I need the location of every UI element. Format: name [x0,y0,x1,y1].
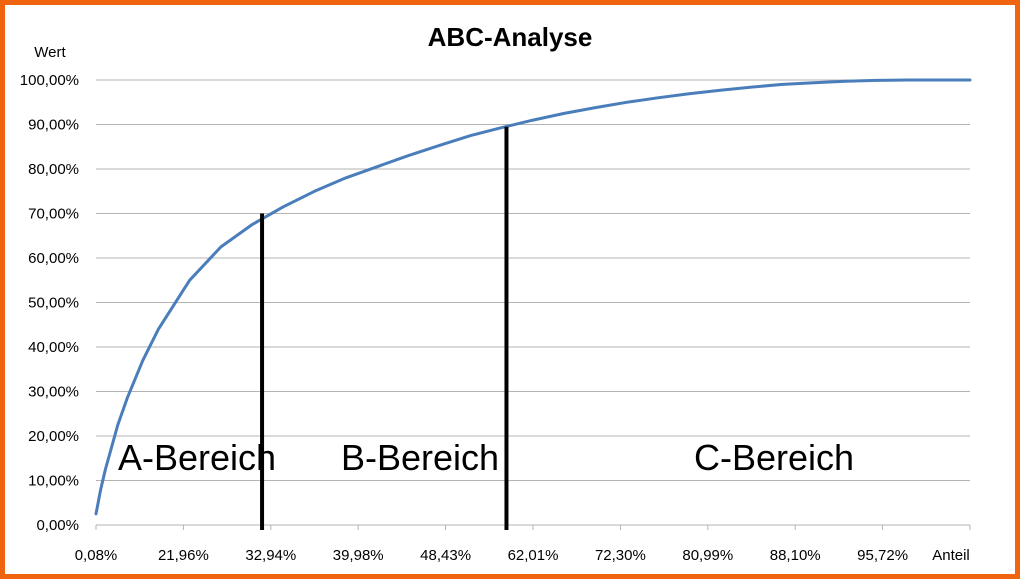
y-axis-label: Wert [34,44,66,61]
y-tick-label: 60,00% [28,250,79,267]
x-tick-label: 88,10% [770,547,821,564]
y-tick-label: 70,00% [28,206,79,223]
y-tick-label: 20,00% [28,428,79,445]
x-tick-label: 48,43% [420,547,471,564]
region-label-a: A-Bereich [118,437,276,478]
chart-title: ABC-Analyse [428,22,593,52]
series-layer [94,78,972,516]
y-tick-label: 40,00% [28,339,79,356]
x-tick-labels: 0,08% 21,96% 32,94% 39,98% 48,43% 62,01% 72,30… [75,525,971,564]
y-tick-label: 80,00% [28,161,79,178]
gridlines [96,79,970,526]
x-tick-label: 21,96% [158,547,209,564]
region-dividers [260,126,509,530]
x-tick-label: 62,01% [508,547,559,564]
y-tick-labels: 0,00% 10,00% 20,00% 30,00% 40,00% 50,00% 60,00… [20,72,79,534]
region-label-c: C-Bereich [694,437,854,478]
x-tick-label: 95,72% [857,547,908,564]
y-tick-label: 50,00% [28,295,79,312]
x-tick-label: 0,08% [75,547,118,564]
y-tick-label: 100,00% [20,72,79,89]
x-tick-label: 39,98% [333,547,384,564]
y-tick-label: 10,00% [28,473,79,490]
series-line-0 [94,78,972,516]
x-axis-label: Anteil [932,547,970,564]
y-tick-label: 0,00% [36,517,79,534]
y-tick-label: 90,00% [28,117,79,134]
x-tick-label: 32,94% [245,547,296,564]
region-label-b: B-Bereich [341,437,499,478]
x-tick-label: 80,99% [682,547,733,564]
x-tick-label: 72,30% [595,547,646,564]
y-tick-label: 30,00% [28,384,79,401]
